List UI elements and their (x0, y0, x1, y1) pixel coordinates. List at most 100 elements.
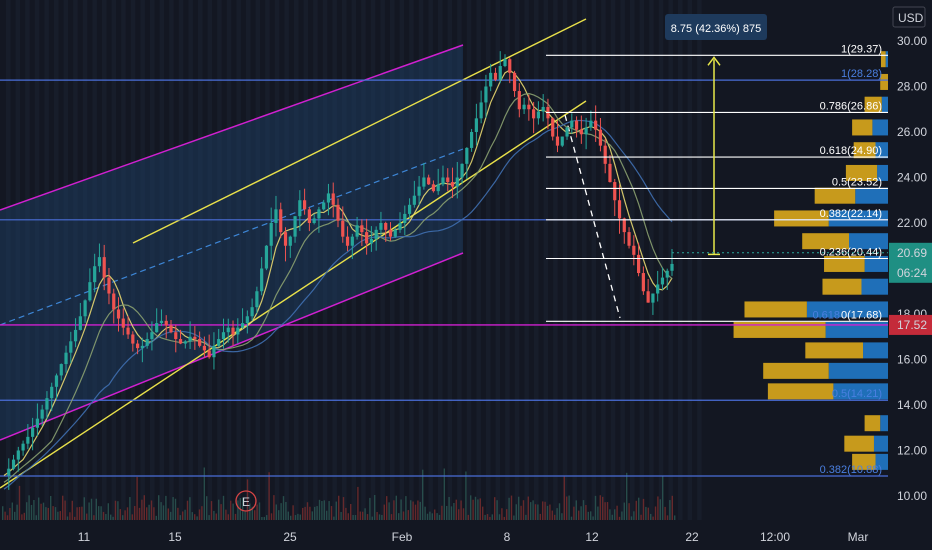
volume-profile-buy (814, 187, 856, 204)
trend-line-lower[interactable] (0, 100, 587, 489)
candle-body (341, 220, 345, 237)
volume-bar (578, 510, 580, 520)
volume-bar (16, 504, 18, 520)
volume-bar (2, 506, 4, 520)
volume-bar (35, 515, 37, 520)
volume-bar (189, 497, 191, 520)
volume-bar (143, 495, 145, 520)
volume-bar (458, 509, 460, 520)
volume-profile-buy (852, 453, 876, 470)
channel-mid-line[interactable] (0, 148, 464, 326)
volume-profile-buy (822, 278, 862, 295)
volume-bar (323, 500, 325, 520)
session-stripe (658, 0, 664, 520)
volume-profile-buy (767, 383, 834, 400)
volume-bar (570, 516, 573, 520)
candle-body (26, 436, 30, 444)
volume-bar (206, 496, 208, 520)
candle-body (131, 334, 135, 344)
current-price-badge[interactable]: 20.69 06:24 (672, 242, 932, 283)
volume-bar (287, 511, 289, 520)
candle-body (617, 200, 622, 219)
volume-bar (542, 501, 544, 520)
candle-body (417, 186, 421, 196)
candle-body (336, 204, 340, 221)
marker-price-label: 17.52 (897, 318, 927, 332)
candle-body (512, 72, 517, 92)
earnings-marker[interactable]: E (235, 490, 257, 512)
volume-bar (587, 511, 589, 520)
candle-body (288, 236, 292, 246)
volume-bar (522, 500, 525, 520)
volume-bar (333, 516, 335, 520)
session-stripe (678, 0, 683, 520)
candle-body (317, 209, 321, 219)
trend-line-upper[interactable] (132, 18, 587, 244)
fibonacci-retracement[interactable]: 1(29.37) 0.786(26.86) 0.618(24.90) 0.5(23.5… (546, 43, 888, 476)
candle-body (240, 323, 245, 328)
candle-body (183, 341, 187, 344)
candle-body (188, 336, 192, 342)
volume-bar (273, 495, 275, 520)
volume-profile-buy (844, 435, 874, 452)
candle-body (551, 118, 555, 137)
volume-bars (2, 467, 676, 520)
volume-bar (398, 513, 400, 520)
volume-bar (602, 496, 604, 520)
fib-level-label: 0.618(24.90) (820, 145, 882, 157)
candle-body (665, 270, 669, 278)
volume-bar (520, 505, 522, 520)
candle-body (326, 193, 331, 203)
volume-bar (119, 509, 121, 520)
volume-bar (659, 499, 661, 520)
volume-bar (218, 499, 220, 520)
candle-body (207, 350, 211, 358)
volume-bar (498, 514, 501, 520)
volume-bar (558, 503, 561, 520)
volume-profile-buy (805, 342, 864, 359)
candle-body (260, 268, 264, 292)
volume-bar (525, 514, 527, 520)
volume-bar (546, 505, 549, 520)
candle-body (350, 236, 354, 246)
earnings-label: E (242, 495, 250, 509)
volume-bar (42, 502, 45, 520)
projection-dashed-line[interactable] (564, 114, 621, 319)
channel-upper-line[interactable] (0, 44, 464, 211)
x-tick-label: Mar (848, 530, 869, 544)
volume-bar (326, 510, 328, 520)
volume-bar (623, 502, 625, 520)
candle-body (217, 339, 221, 346)
volume-profile-buy (744, 301, 807, 318)
session-stripe (582, 0, 587, 520)
candle-body (303, 200, 307, 210)
channel-lower-line[interactable] (0, 252, 464, 441)
candle-body (555, 136, 560, 146)
volume-bar (674, 515, 676, 520)
volume-bar (621, 511, 623, 520)
session-stripe (591, 0, 597, 520)
parallel-channel[interactable] (0, 44, 464, 441)
volume-profile-buy (802, 233, 849, 250)
currency-label[interactable]: USD (898, 11, 924, 25)
candle-body (298, 200, 302, 217)
y-tick-label: 30.00 (897, 34, 927, 48)
candle-body (164, 320, 168, 326)
currency-box[interactable] (892, 6, 926, 28)
candle-body (145, 339, 149, 346)
trend-lines[interactable] (0, 18, 621, 489)
volume-bar (201, 506, 203, 520)
marker-price-badge[interactable]: 17.52 (889, 314, 932, 335)
measure-arrow-head (707, 56, 721, 66)
candle-body (250, 307, 254, 317)
volume-bar (66, 516, 69, 520)
measure-tool[interactable]: 8.75 (42.36%) 875 (665, 14, 767, 256)
candle-body (116, 309, 121, 319)
candle-body (632, 245, 636, 255)
volume-bar (261, 516, 263, 520)
measure-label-box (665, 14, 767, 40)
candle-body (532, 109, 536, 119)
volume-bar (530, 502, 532, 520)
earnings-circle[interactable] (235, 490, 257, 512)
